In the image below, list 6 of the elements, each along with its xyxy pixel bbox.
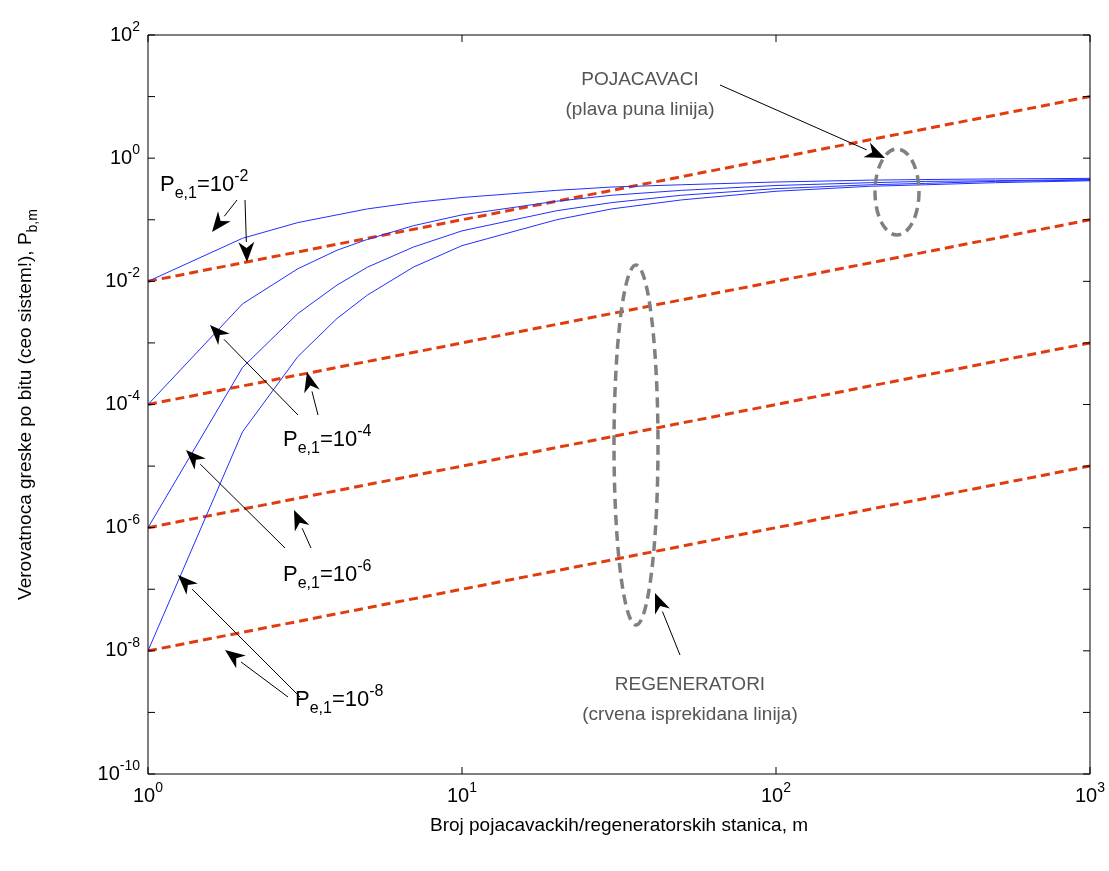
annotation: REGENERATORI (614, 673, 766, 695)
annotation: (crvena isprekidana linija) (582, 703, 798, 725)
y-axis-title: Verovatnoca greske po bitu (ceo sistem!), Pb,m (14, 209, 41, 600)
x-axis-title: Broj pojacavackih/regeneratorskih stanica, m (429, 814, 809, 836)
annotation: (plava puna linija) (565, 98, 715, 120)
annotation: POJACAVACI (581, 68, 699, 90)
